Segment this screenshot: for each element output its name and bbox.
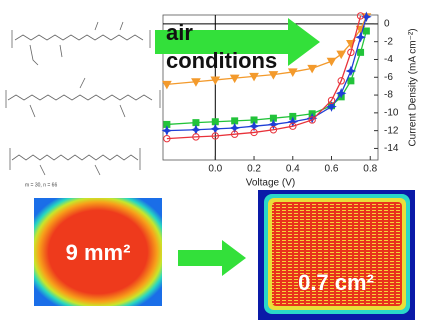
- y-tick-label: 0: [384, 19, 390, 30]
- device-label: 9 mm²: [66, 240, 131, 265]
- marker: [192, 126, 200, 134]
- polymer-structures: [6, 22, 160, 175]
- y-tick-label: -8: [384, 90, 393, 101]
- x-tick-label: 0.8: [363, 164, 377, 175]
- arrow: [178, 240, 246, 276]
- x-tick-label: 0.6: [325, 164, 339, 175]
- y-tick-label: -6: [384, 72, 393, 83]
- marker: [358, 49, 364, 55]
- y-tick-label: -12: [384, 125, 399, 136]
- x-tick-label: 0.0: [208, 164, 222, 175]
- polymer-note: m = 30, n = 66: [25, 182, 57, 188]
- device-label: 0.7 cm²: [298, 270, 374, 295]
- marker: [337, 51, 345, 58]
- marker: [163, 81, 171, 88]
- x-axis-label: Voltage (V): [246, 178, 295, 189]
- y-tick-label: -14: [384, 143, 399, 154]
- x-tick-label: 0.4: [286, 164, 300, 175]
- x-tick-label: 0.2: [247, 164, 261, 175]
- overlay-text: air: [166, 20, 193, 45]
- marker: [211, 125, 219, 133]
- y-axis-label: Current Density (mA cm⁻²): [408, 28, 419, 146]
- graphic: m = 30, n = 66 0 -2 -4 -6 -8 -10 -12 -14 0.0 0.2 0…: [0, 0, 423, 323]
- y-tick-label: -4: [384, 54, 393, 65]
- marker: [348, 78, 354, 84]
- marker: [363, 28, 369, 34]
- y-tick-label: -10: [384, 107, 399, 118]
- overlay-text: conditions: [166, 48, 277, 73]
- y-tick-label: -2: [384, 36, 393, 47]
